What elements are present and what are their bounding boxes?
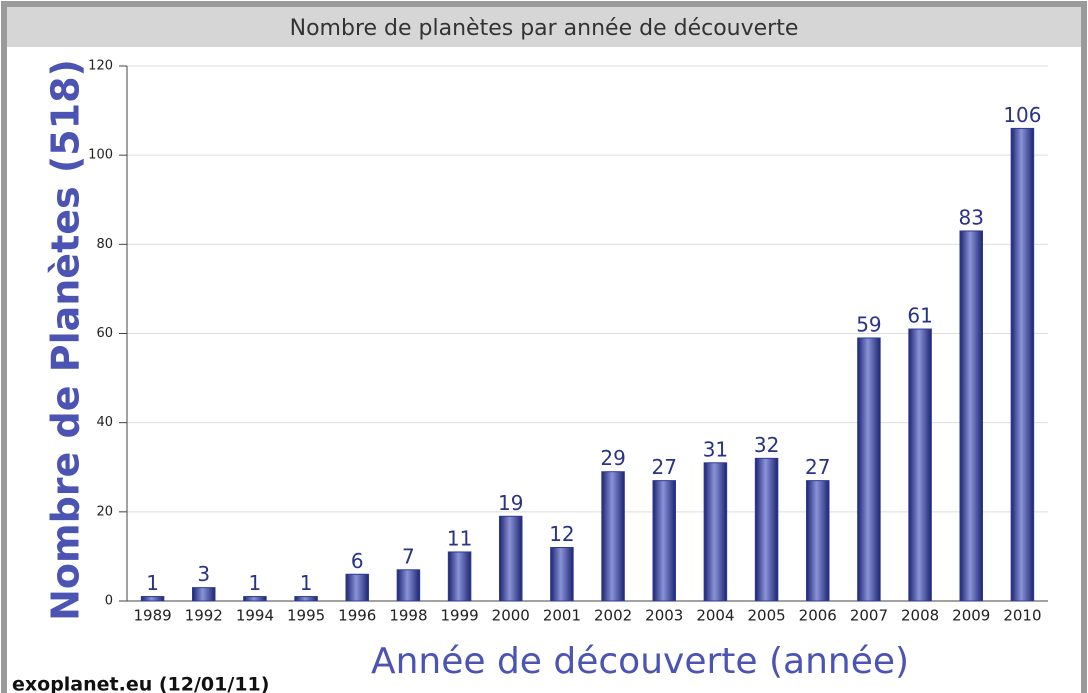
value-label: 27 — [805, 455, 830, 479]
y-tick-label: 20 — [96, 504, 113, 519]
value-label: 32 — [754, 433, 779, 457]
value-label: 19 — [498, 491, 523, 515]
chart-title: Nombre de planètes par année de découver… — [290, 16, 799, 41]
y-tick-label: 100 — [88, 148, 113, 163]
bar — [140, 596, 165, 602]
x-tick-label: 2000 — [492, 607, 530, 625]
bar — [191, 587, 216, 602]
bar — [601, 471, 625, 602]
bar — [447, 551, 472, 602]
value-label: 6 — [351, 549, 364, 573]
value-label: 1 — [300, 571, 313, 595]
x-tick-label: 2010 — [1003, 607, 1041, 625]
x-tick-label: 2001 — [543, 607, 581, 625]
x-tick-label: 2009 — [952, 607, 990, 625]
bar — [703, 462, 728, 602]
x-tick-label: 1992 — [185, 607, 223, 625]
value-label: 61 — [907, 304, 932, 328]
bar — [857, 337, 881, 602]
y-tick-label: 80 — [96, 237, 113, 252]
value-label: 27 — [652, 455, 677, 479]
bar — [805, 480, 830, 602]
x-tick-label: 1994 — [236, 607, 274, 625]
x-tick-label: 2002 — [594, 607, 632, 625]
bar — [345, 573, 370, 602]
y-tick-label: 120 — [88, 59, 113, 74]
value-label: 106 — [1003, 103, 1041, 127]
value-label: 59 — [856, 312, 881, 336]
bar — [959, 230, 984, 602]
x-tick-label: 1998 — [389, 607, 427, 625]
bar — [652, 480, 677, 602]
y-tick-label: 60 — [96, 326, 113, 341]
bar — [243, 596, 267, 602]
x-axis-label: Année de découverte (année) — [371, 641, 909, 682]
value-label: 11 — [447, 526, 472, 550]
bar — [754, 457, 779, 602]
value-label: 29 — [600, 446, 625, 470]
x-tick-label: 2005 — [747, 607, 785, 625]
x-tick-label: 2007 — [850, 607, 888, 625]
x-tick-label: 1999 — [440, 607, 478, 625]
bar — [1010, 127, 1035, 602]
title-bar — [7, 7, 1081, 47]
bar — [550, 547, 574, 602]
x-tick-label: 1996 — [338, 607, 376, 625]
x-tick-label: 2003 — [645, 607, 683, 625]
value-label: 1 — [249, 571, 262, 595]
bar — [498, 515, 523, 602]
x-tick-label: 2004 — [696, 607, 734, 625]
value-label: 3 — [197, 562, 210, 586]
bar — [294, 596, 318, 602]
y-tick-label: 40 — [96, 415, 113, 430]
y-tick-label: 0 — [105, 594, 113, 609]
source-note: exoplanet.eu (12/01/11) — [12, 674, 269, 693]
value-label: 1 — [146, 571, 159, 595]
x-tick-label: 1989 — [133, 607, 171, 625]
y-axis-label: Nombre de Planètes (518) — [44, 59, 88, 621]
value-label: 7 — [402, 544, 415, 568]
x-tick-label: 2006 — [799, 607, 837, 625]
value-label: 31 — [703, 437, 728, 461]
x-tick-label: 1995 — [287, 607, 325, 625]
value-label: 12 — [549, 522, 574, 546]
bar — [908, 328, 932, 602]
value-label: 83 — [959, 205, 984, 229]
x-tick-label: 2008 — [901, 607, 939, 625]
bar — [396, 569, 421, 602]
